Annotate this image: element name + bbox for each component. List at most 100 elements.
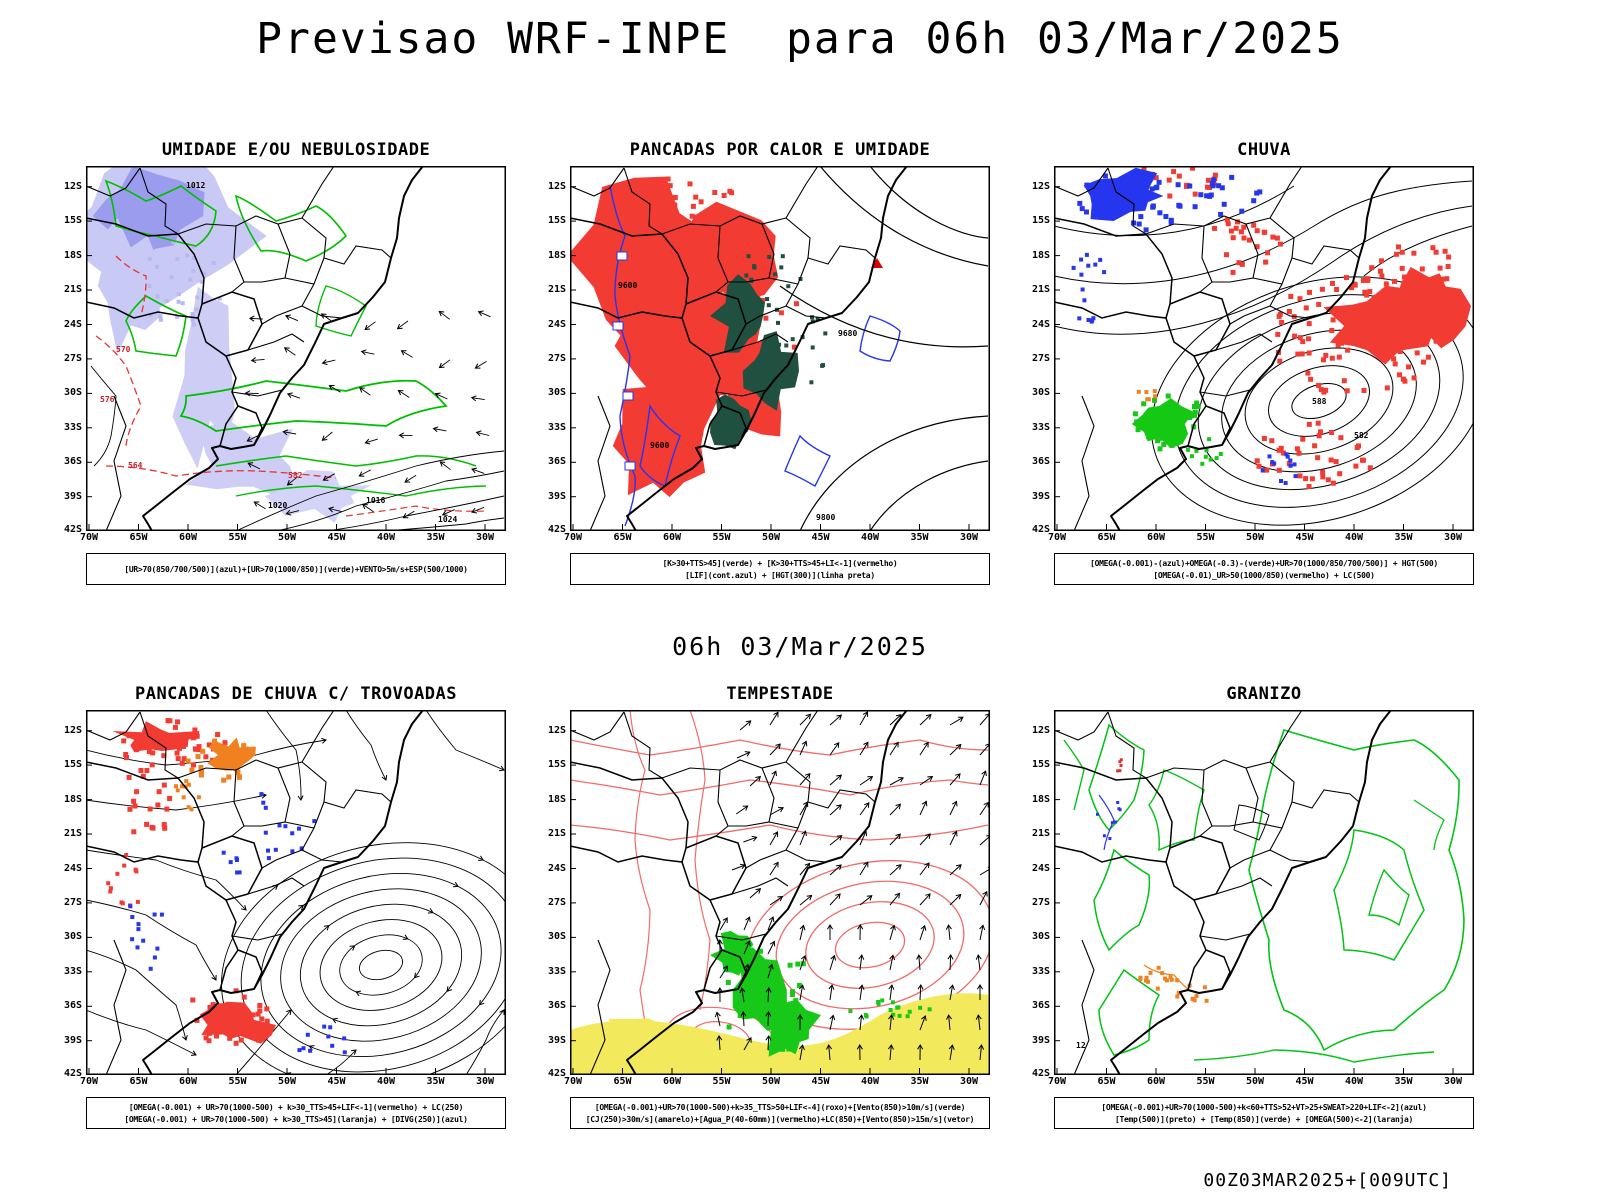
legend-line: [OMEGA(-0.001) + UR>70(1000-500) + k>30_…	[124, 1114, 468, 1124]
panel-title-chuva: CHUVA	[1237, 140, 1291, 160]
legend-line: [OMEGA(-0.001)+UR>70(1000-500)+k<60+TTS>…	[1101, 1102, 1427, 1112]
lon-label: 60W	[662, 1076, 682, 1087]
lon-label: 55W	[1196, 1076, 1215, 1087]
panel-chuva: CHUVA 12S 15S 18S 21S 24S 27S 30S 33S 36S 39S 42S …	[1026, 140, 1478, 585]
lon-label: 35W	[426, 532, 445, 543]
lon-axis: 70W 65W 60W 55W 50W 45W 40W 35W 30W	[80, 1075, 506, 1090]
legend-line: [Temp(500)](preto) + [Temp(850)](verde) …	[1114, 1114, 1414, 1124]
panel-trovoadas: PANCADAS DE CHUVA C/ TROVOADAS 12S 15S 18S…	[58, 684, 510, 1129]
lon-axis: 70W 65W 60W 55W 50W 45W 40W 35W 30W	[80, 531, 506, 546]
lat-label: 18S	[63, 249, 82, 261]
lat-axis: 12S 15S 18S 21S 24S 27S 30S 33S 36S 39S 42S	[1026, 166, 1052, 535]
lon-label: 40W	[860, 532, 880, 543]
lon-label: 60W	[178, 1076, 198, 1087]
lon-label: 30W	[1443, 1076, 1463, 1087]
lat-label: 21S	[63, 284, 82, 295]
panel-tempestade: TEMPESTADE 12S 15S 18S 21S 24S 27S 30S 33S 36S 39…	[542, 684, 994, 1129]
lat-label: 30S	[1031, 387, 1050, 399]
lon-label: 30W	[475, 1076, 495, 1087]
contour-label: 582	[1354, 431, 1369, 440]
lat-label: 18S	[1031, 793, 1050, 805]
lat-label: 27S	[63, 352, 82, 364]
lon-label: 50W	[761, 532, 781, 543]
lat-axis: 12S 15S 18S 21S 24S 27S 30S 33S 36S 39S 42S	[58, 710, 84, 1079]
lat-axis: 12S 15S 18S 21S 24S 27S 30S 33S 36S 39S 42S	[542, 710, 568, 1079]
lon-label: 50W	[1245, 1076, 1265, 1087]
lon-label: 45W	[1295, 1076, 1314, 1087]
lon-label: 65W	[613, 532, 632, 543]
lat-label: 39S	[547, 1034, 566, 1046]
lat-label: 36S	[1031, 1000, 1050, 1012]
lat-label: 42S	[547, 524, 566, 535]
lat-label: 27S	[1031, 896, 1050, 908]
lat-label: 42S	[63, 524, 82, 535]
panel-granizo: GRANIZO 12S 15S 18S 21S 24S 27S 30S 33S 36S 39S 42…	[1026, 684, 1478, 1129]
lon-label: 30W	[959, 532, 979, 543]
lat-label: 21S	[547, 284, 566, 295]
lat-label: 24S	[63, 318, 82, 330]
lon-label: 55W	[712, 1076, 731, 1087]
lat-label: 15S	[1031, 759, 1050, 771]
lat-label: 36S	[1031, 456, 1050, 468]
map-pancadas-calor: 12S 15S 18S 21S 24S 27S 30S 33S 36S 39S 42S 9600 96…	[548, 166, 990, 535]
lat-axis: 12S 15S 18S 21S 24S 27S 30S 33S 36S 39S 42S	[58, 166, 84, 535]
legend-box-granizo: [OMEGA(-0.001)+UR>70(1000-500)+k<60+TTS>…	[1054, 1097, 1474, 1129]
map-umidade: 12S 15S 18S 21S 24S 27S 30S 33S 36S 39S 42S 1012 10…	[64, 166, 506, 535]
lon-label: 55W	[228, 1076, 247, 1087]
contour-label: 9800	[816, 513, 835, 522]
lat-label: 24S	[63, 862, 82, 874]
lat-label: 15S	[1031, 215, 1050, 227]
map-canvas-chuva: 588 582	[1054, 166, 1474, 531]
lon-label: 30W	[959, 1076, 979, 1087]
lat-label: 12S	[63, 724, 82, 736]
lon-label: 60W	[1146, 1076, 1166, 1087]
lat-label: 27S	[1031, 352, 1050, 364]
lon-axis: 70W 65W 60W 55W 50W 45W 40W 35W 30W	[1048, 1075, 1474, 1090]
lon-label: 50W	[1245, 532, 1265, 543]
lat-label: 30S	[63, 931, 82, 943]
lon-label: 65W	[1097, 1076, 1116, 1087]
lon-axis: 70W 65W 60W 55W 50W 45W 40W 35W 30W	[564, 531, 990, 546]
lon-label: 65W	[613, 1076, 632, 1087]
contour-label: 570	[116, 345, 131, 354]
lat-label: 12S	[63, 180, 82, 192]
lat-label: 30S	[1031, 931, 1050, 943]
panel-title-tempestade: TEMPESTADE	[726, 684, 834, 704]
lat-label: 33S	[63, 965, 82, 977]
panel-title-trovoadas: PANCADAS DE CHUVA C/ TROVOADAS	[134, 684, 458, 704]
lat-label: 30S	[547, 931, 566, 943]
lat-label: 30S	[63, 387, 82, 399]
legend-line: [CJ(250)>30m/s](amarelo)+[Agua_P(40-60mm…	[585, 1114, 975, 1124]
lat-label: 18S	[547, 793, 566, 805]
lon-label: 70W	[563, 1076, 583, 1087]
lon-label: 65W	[1097, 532, 1116, 543]
legend-box-pancadas-calor: [K>30+TTS>45](verde) + [K>30+TTS>45+LI<-…	[570, 553, 990, 585]
lat-label: 39S	[63, 490, 82, 502]
legend-line: [OMEGA(-0.001)+UR>70(1000-500)+k>35_TTS>…	[594, 1102, 966, 1112]
lat-label: 15S	[547, 759, 566, 771]
map-canvas-pancadas-calor: 9600 9680 9600 9800	[570, 166, 990, 531]
lon-label: 70W	[1047, 532, 1067, 543]
lat-label: 36S	[63, 1000, 82, 1012]
lat-label: 36S	[547, 456, 566, 468]
lon-label: 70W	[79, 532, 99, 543]
lat-label: 33S	[63, 421, 82, 433]
lat-label: 24S	[547, 318, 566, 330]
lat-axis: 12S 15S 18S 21S 24S 27S 30S 33S 36S 39S 42S	[1026, 710, 1052, 1079]
legend-box-umidade: [UR>70(850/700/500)](azul)+[UR>70(1000/8…	[86, 553, 506, 585]
lat-label: 36S	[547, 1000, 566, 1012]
legend-line: [OMEGA(-0.001) + UR>70(1000-500) + k>30_…	[128, 1102, 464, 1112]
lon-label: 70W	[1047, 1076, 1067, 1087]
lon-label: 35W	[910, 1076, 929, 1087]
contour-label: 564	[128, 461, 143, 470]
lat-label: 12S	[547, 724, 566, 736]
panel-title-pancadas-calor: PANCADAS POR CALOR E UMIDADE	[629, 140, 931, 160]
panel-title-umidade: UMIDADE E/OU NEBULOSIDADE	[161, 140, 431, 160]
contour-label: 588	[1312, 397, 1327, 406]
lon-axis: 70W 65W 60W 55W 50W 45W 40W 35W 30W	[1048, 531, 1474, 546]
lat-label: 12S	[1031, 724, 1050, 736]
legend-box-chuva: [OMEGA(-0.001)-(azul)+OMEGA(-0.3)-(verde…	[1054, 553, 1474, 585]
map-tempestade: 12S 15S 18S 21S 24S 27S 30S 33S 36S 39S 42S	[548, 710, 990, 1079]
lon-label: 30W	[475, 532, 495, 543]
lat-label: 27S	[547, 352, 566, 364]
